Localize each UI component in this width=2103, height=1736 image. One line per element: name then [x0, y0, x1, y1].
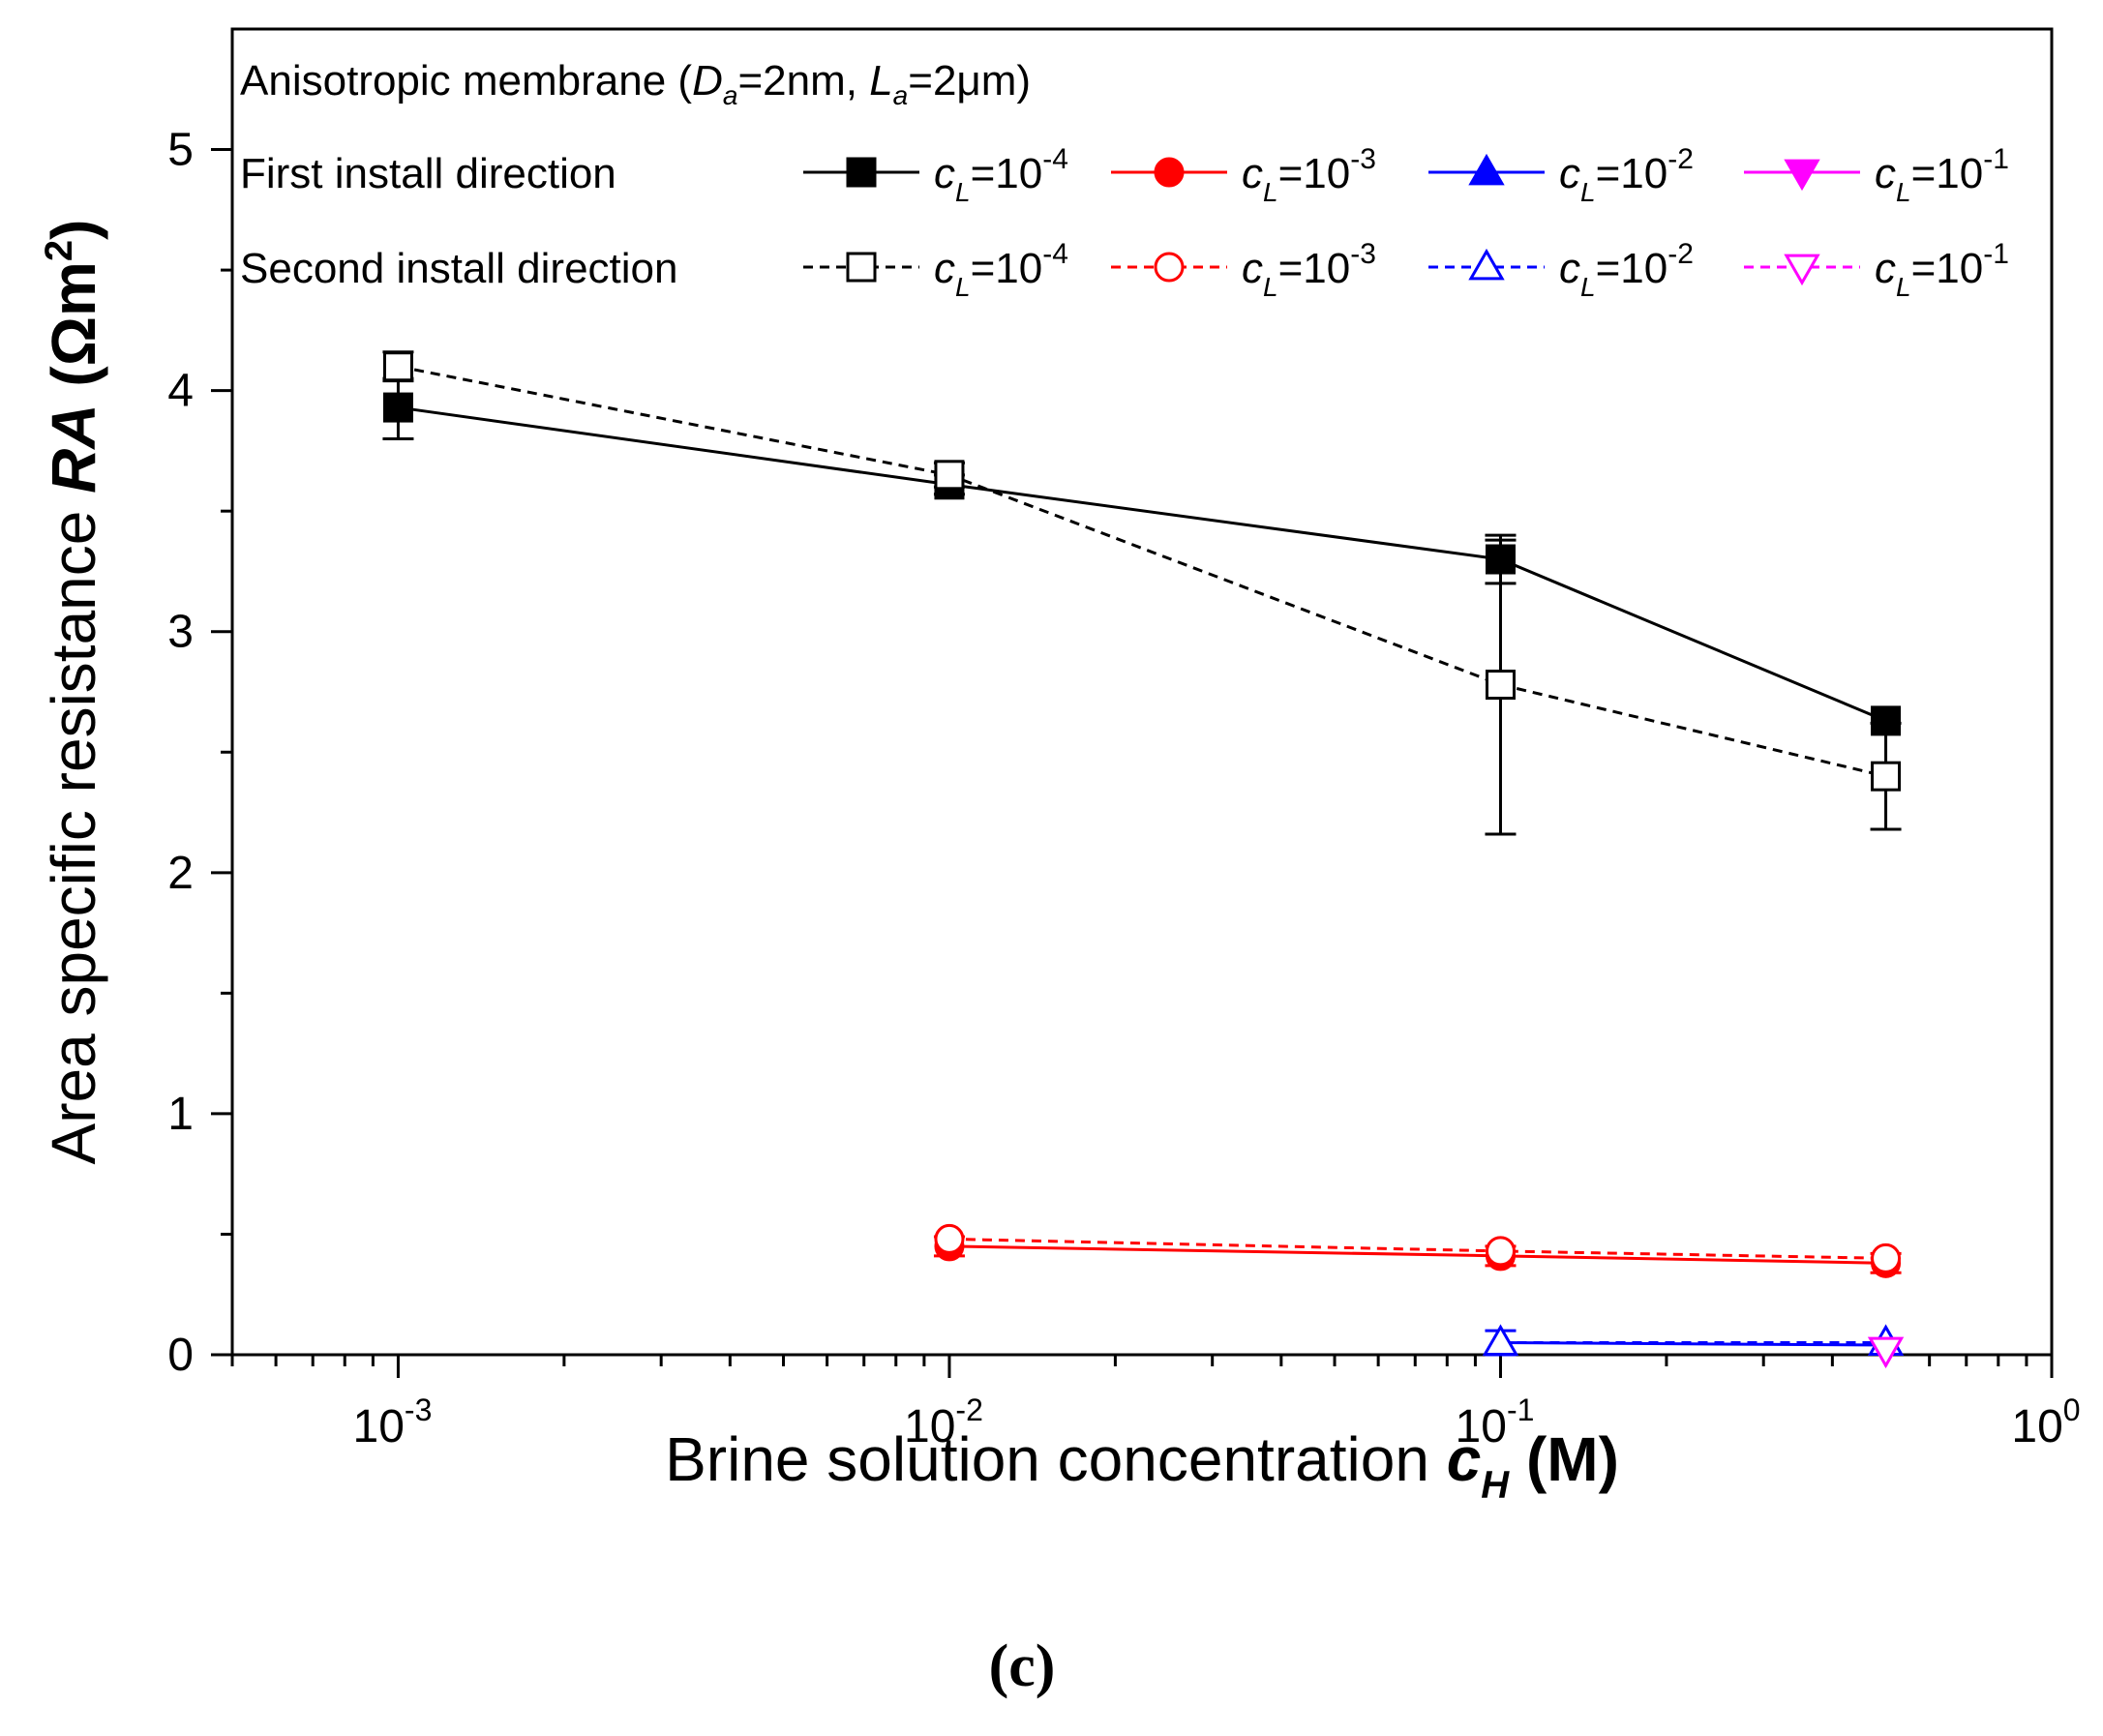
legend-group-label: First install direction	[240, 150, 616, 197]
data-point	[934, 460, 965, 491]
data-point	[382, 392, 413, 423]
data-point	[1867, 1336, 1905, 1369]
legend: First install direction Second install di…	[240, 143, 2009, 302]
y-tick-label: 5	[167, 125, 194, 176]
legend-entry-label: cL=10-3	[1242, 238, 1376, 302]
y-tick-label: 2	[167, 848, 194, 899]
legend-entry-label: cL=10-1	[1875, 143, 2009, 207]
legend-entry-label: cL=10-1	[1875, 238, 2009, 302]
data-point	[1485, 670, 1516, 701]
x-tick-label: 100	[2011, 1392, 2080, 1452]
y-tick-label: 0	[167, 1330, 194, 1381]
data-point	[1871, 705, 1902, 736]
figure-caption: (c)	[989, 1633, 1056, 1699]
y-tick-label: 1	[167, 1089, 194, 1140]
data-point	[382, 351, 413, 382]
chart-annotation: Anisotropic membrane (Da=2nm, La=2μm)	[240, 57, 1031, 110]
series-line-first-cL-1e-2	[1500, 1341, 1886, 1347]
error-bars	[382, 350, 1902, 1357]
data-point	[1871, 761, 1902, 792]
legend-marker	[1784, 254, 1820, 286]
x-axis-label: Brine solution concentration cH (M)	[665, 1424, 1619, 1507]
series-line	[398, 405, 1887, 723]
x-tick-label: 10-2	[904, 1392, 983, 1452]
data-point	[1482, 1324, 1519, 1356]
data-point	[1485, 544, 1516, 575]
legend-marker	[846, 157, 877, 188]
legend-group-label: Second install direction	[240, 245, 677, 292]
legend-entry-label: cL=10-3	[1242, 143, 1376, 207]
data-point	[1485, 1236, 1516, 1267]
y-tick-label: 3	[167, 607, 194, 658]
y-tick-label: 4	[167, 366, 194, 417]
series-lines	[398, 365, 1887, 1347]
legend-marker	[1784, 159, 1820, 192]
x-tick-label: 10-1	[1456, 1392, 1535, 1452]
legend-marker	[1154, 157, 1185, 188]
legend-marker	[1468, 153, 1505, 186]
legend-entry-label: cL=10-2	[1559, 238, 1694, 302]
data-point	[1871, 1242, 1902, 1273]
series-line	[398, 365, 1886, 778]
x-tick-label: 10-3	[353, 1392, 433, 1452]
series-markers	[382, 351, 1905, 1369]
plot-frame	[230, 27, 2054, 1357]
data-point	[934, 1223, 965, 1254]
legend-entry-label: cL=10-4	[934, 238, 1068, 302]
legend-entry-label: cL=10-4	[934, 143, 1068, 207]
axis-ticks: 0 1 2 3 4 5 10-3 10-2 10-1 100	[167, 125, 2080, 1452]
legend-entry-label: cL=10-2	[1559, 143, 1694, 207]
legend-marker	[1468, 248, 1505, 281]
y-axis-label: Area specific resistance RA (Ωm2)	[38, 220, 108, 1165]
legend-marker	[1154, 252, 1185, 283]
legend-marker	[846, 252, 877, 283]
